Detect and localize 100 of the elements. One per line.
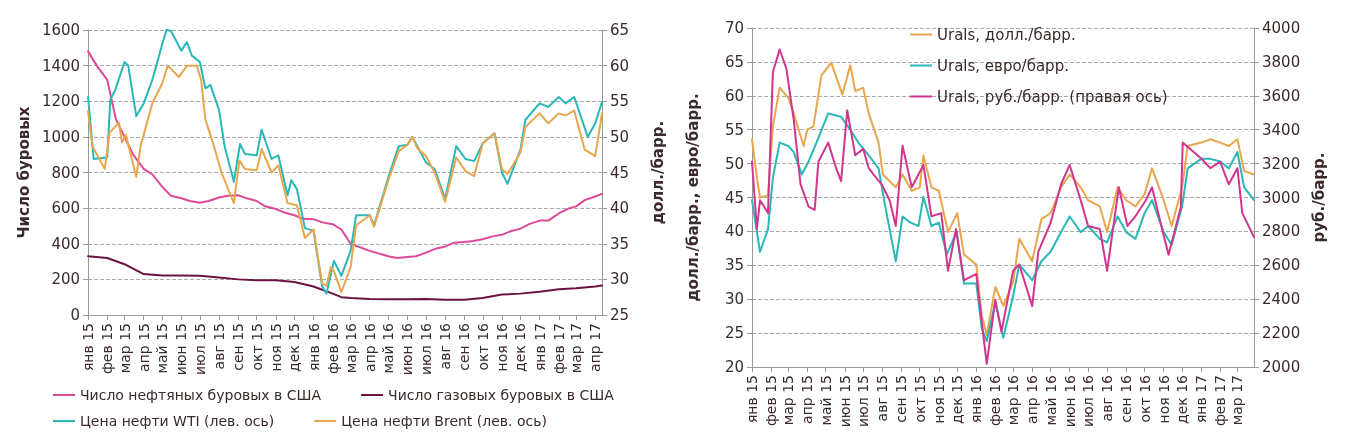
legend-label: Число нефтяных буровых в США — [80, 387, 322, 403]
y-tick-label: 200 — [51, 270, 81, 289]
y2-tick-label: 3600 — [1262, 86, 1301, 105]
x-tick-label: ноя 16 — [493, 322, 510, 372]
x-tick-label: июн 16 — [399, 322, 416, 376]
y-axis-title: Число буровых — [14, 106, 33, 239]
x-tick-label: мар 17 — [568, 323, 585, 374]
x-tick-label: июл 15 — [191, 323, 208, 376]
y2-tick-label: 3000 — [1262, 188, 1301, 207]
legend-label: Цена нефти WTI (лев. ось) — [80, 413, 275, 429]
y2-tick-label: 3800 — [1262, 52, 1301, 71]
x-tick-label: сен 15 — [893, 375, 910, 423]
y-tick-label: 600 — [51, 199, 81, 218]
y-tick-label: 1200 — [41, 92, 81, 111]
y-tick-label: 25 — [724, 324, 744, 343]
x-tick-label: фев 15 — [763, 375, 780, 427]
legend-label: Urals, евро/барр. — [937, 56, 1069, 75]
x-tick-label: янв 15 — [744, 375, 760, 424]
x-tick-label: окт 15 — [911, 375, 928, 423]
x-tick-label: янв 17 — [1193, 375, 1210, 424]
y2-tick-label: 40 — [610, 199, 630, 218]
x-tick-label: июл 16 — [1080, 374, 1097, 428]
y2-tick-label: 65 — [610, 21, 630, 39]
x-tick-label: мар 15 — [780, 375, 797, 426]
line-series — [751, 112, 1255, 343]
y-tick-label: 0 — [70, 306, 81, 324]
x-tick-label: апр 16 — [1024, 374, 1041, 424]
y2-tick-label: 2600 — [1262, 256, 1301, 275]
y2-axis-title: руб./барр. — [1309, 152, 1328, 243]
x-tick-label: ноя 16 — [1155, 374, 1172, 424]
x-tick-label: фев 17 — [550, 323, 567, 375]
x-tick-label: фев 17 — [1212, 375, 1229, 427]
line-series — [87, 255, 603, 301]
x-tick-label: дек 16 — [512, 322, 529, 373]
y-tick-label: 60 — [724, 86, 744, 105]
x-tick-label: авг 15 — [874, 375, 891, 422]
x-tick-label: май 16 — [1042, 374, 1059, 426]
x-tick-label: янв 16 — [968, 374, 985, 424]
x-tick-label: авг 16 — [1099, 374, 1116, 422]
y-tick-label: 55 — [724, 120, 744, 139]
y2-tick-label: 2400 — [1262, 290, 1301, 309]
x-tick-label: сен 16 — [1118, 374, 1135, 423]
y2-tick-label: 3200 — [1262, 154, 1301, 173]
x-tick-label: янв 16 — [305, 322, 322, 372]
x-tick-label: апр 17 — [587, 323, 604, 372]
x-tick-label: мар 16 — [342, 322, 359, 374]
x-tick-label: май 16 — [380, 322, 397, 374]
x-tick-label: июл 15 — [855, 375, 872, 428]
x-tick-label: мар 16 — [1005, 374, 1022, 426]
x-tick-label: окт 16 — [1136, 374, 1153, 423]
y-tick-label: 35 — [724, 256, 744, 275]
y2-tick-label: 2000 — [1262, 358, 1301, 376]
x-tick-label: фев 16 — [324, 322, 341, 375]
x-tick-label: сен 15 — [230, 323, 247, 371]
x-tick-label: ноя 15 — [267, 323, 284, 372]
y2-tick-label: 2800 — [1262, 222, 1301, 241]
y-tick-label: 30 — [724, 290, 744, 309]
legend-label: Цена нефти Brent (лев. ось) — [341, 413, 547, 429]
x-tick-label: авг 15 — [211, 323, 228, 370]
y-axis-title: долл./барр., евро/барр. — [683, 93, 702, 302]
y2-tick-label: 4000 — [1262, 19, 1301, 37]
y2-tick-label: 2200 — [1262, 324, 1301, 343]
y-tick-label: 65 — [724, 52, 744, 71]
legend-label: Urals, долл./барр. — [937, 25, 1076, 44]
x-tick-label: ноя 15 — [930, 375, 947, 424]
y-tick-label: 1600 — [41, 21, 81, 39]
line-series — [87, 50, 603, 259]
x-tick-label: мар 17 — [1229, 375, 1246, 426]
x-tick-label: янв 17 — [531, 323, 548, 372]
y2-axis-title: долл./барр. — [648, 120, 667, 225]
y-tick-label: 50 — [724, 154, 744, 173]
y-tick-label: 40 — [724, 222, 744, 241]
x-tick-label: окт 16 — [474, 322, 491, 371]
x-tick-label: сен 16 — [456, 322, 473, 371]
y-tick-label: 70 — [724, 19, 744, 37]
x-tick-label: июн 16 — [1061, 374, 1078, 428]
x-tick-label: фев 16 — [987, 374, 1004, 427]
x-tick-label: фев 15 — [99, 323, 116, 375]
x-tick-label: авг 16 — [437, 322, 454, 370]
x-tick-label: май 15 — [817, 375, 834, 426]
x-tick-label: апр 15 — [135, 323, 152, 372]
x-tick-label: янв 15 — [80, 323, 97, 372]
y-tick-label: 1400 — [41, 56, 81, 75]
x-tick-label: дек 15 — [949, 375, 966, 425]
x-tick-label: июн 15 — [173, 323, 190, 376]
x-tick-label: июн 15 — [836, 375, 853, 428]
x-tick-label: мар 15 — [116, 323, 133, 374]
legend-label: Число газовых буровых в США — [388, 387, 615, 403]
legend-label: Urals, руб./барр. (правая ось) — [937, 87, 1168, 106]
y2-tick-label: 35 — [610, 234, 630, 253]
y2-tick-label: 3400 — [1262, 120, 1301, 139]
x-tick-label: окт 15 — [248, 323, 265, 371]
y2-tick-label: 50 — [610, 127, 630, 146]
x-tick-label: дек 15 — [286, 323, 303, 373]
x-tick-label: апр 16 — [361, 322, 378, 372]
y-tick-label: 45 — [724, 188, 744, 207]
y-tick-label: 20 — [724, 358, 744, 376]
y2-tick-label: 60 — [610, 56, 630, 75]
y2-tick-label: 45 — [610, 163, 630, 182]
x-tick-label: май 15 — [154, 323, 171, 374]
